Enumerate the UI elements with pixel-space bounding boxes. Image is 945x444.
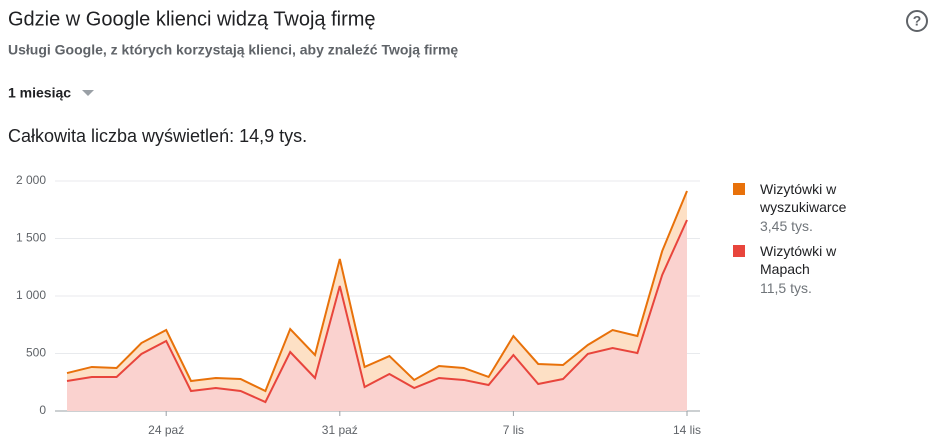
line bbox=[66, 190, 688, 393]
y-tick-label: 2 000 bbox=[16, 173, 46, 187]
period-dropdown[interactable]: 1 miesiąc bbox=[8, 85, 71, 101]
svg-text:?: ? bbox=[913, 13, 922, 29]
legend-name: Wizytówki w Mapach bbox=[760, 243, 837, 277]
x-tick-label: 14 lis bbox=[673, 423, 701, 437]
subtitle: Usługi Google, z których korzystają klie… bbox=[8, 42, 458, 58]
legend-swatch bbox=[733, 245, 745, 257]
y-tick-label: 0 bbox=[39, 403, 46, 417]
x-tick-label: 7 lis bbox=[503, 423, 524, 437]
y-tick-label: 1 000 bbox=[16, 288, 46, 302]
help-icon[interactable]: ? bbox=[906, 10, 928, 32]
legend-swatch bbox=[733, 183, 745, 195]
x-tick-label: 31 paź bbox=[322, 423, 358, 437]
legend-name: Wizytówki w wyszukiwarce bbox=[760, 181, 847, 215]
line bbox=[66, 219, 688, 404]
area bbox=[67, 219, 687, 411]
legend-total: 11,5 tys. bbox=[760, 280, 812, 296]
legend-item: Wizytówki w Mapach 11,5 tys. bbox=[733, 242, 933, 298]
legend-total: 3,45 tys. bbox=[760, 218, 813, 234]
legend-item: Wizytówki w wyszukiwarce 3,45 tys. bbox=[733, 180, 933, 236]
total-views: Całkowita liczba wyświetleń: 14,9 tys. bbox=[8, 126, 307, 146]
dropdown-arrow[interactable] bbox=[82, 90, 94, 96]
y-tick-label: 1 500 bbox=[16, 231, 46, 245]
x-tick-label: 24 paź bbox=[148, 423, 184, 437]
legend: Wizytówki w wyszukiwarce 3,45 tys. Wizytów… bbox=[733, 180, 933, 304]
title: Gdzie w Google klienci widzą Twoją firmę bbox=[8, 8, 376, 30]
y-tick-label: 500 bbox=[26, 346, 46, 360]
